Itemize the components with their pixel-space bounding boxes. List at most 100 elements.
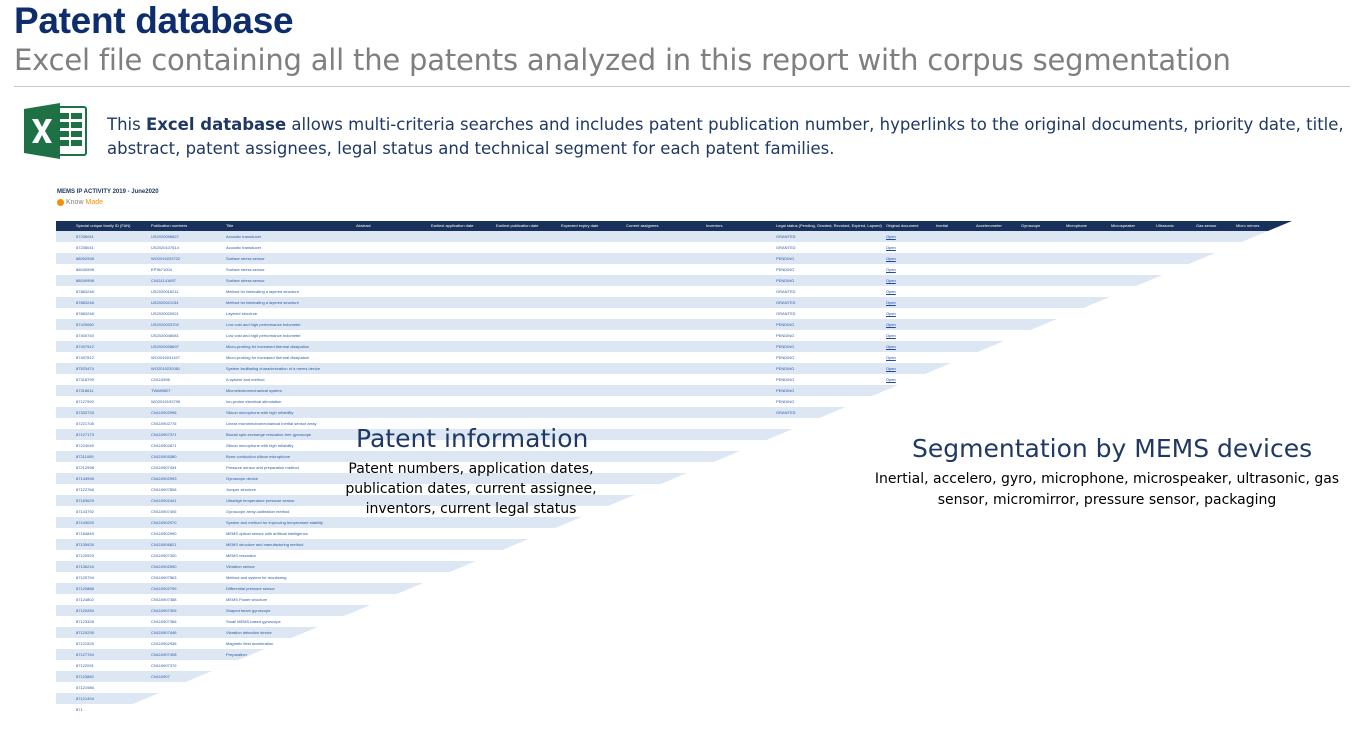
table-cell: Micro-probing for increased thermal diss…: [226, 344, 310, 349]
table-cell: 87120888: [76, 586, 94, 591]
table-cell: 87122091: [76, 663, 94, 668]
table-cell: 87400740: [76, 333, 94, 338]
original-document-link[interactable]: Open: [886, 289, 896, 294]
segmentation-title: Segmentation by MEMS devices: [912, 434, 1313, 463]
table-cell: 87883248: [76, 300, 94, 305]
table-row: 87429060 US2020033702 Low cost and high pe…: [56, 319, 1292, 330]
table-cell: Silicon microphone with high reliability: [226, 410, 294, 415]
table-cell: PENDING: [776, 399, 795, 404]
table-row: 87883248 US2020020921 Layered structure GRA…: [56, 308, 1292, 319]
table-cell: 87184849: [76, 531, 94, 536]
table-cell: CN110902871: [151, 443, 177, 448]
table-cell: CN110907406: [151, 509, 177, 514]
table-row: 87316611 TW689807 Microelectromechanical s…: [56, 385, 1292, 396]
table-cell: Vibration sensor: [226, 564, 255, 569]
table-row: 87236041 US2020096827 Acoustic transducer G…: [56, 231, 1292, 242]
table-cell: US2020107614: [151, 245, 179, 250]
table-cell: 87136216: [76, 564, 94, 569]
original-document-link[interactable]: Open: [886, 344, 896, 349]
table-cell: Linear microelectromechanical inertial s…: [226, 421, 317, 426]
table-cell: US2020021134: [151, 300, 179, 305]
table-cell: US2020048081: [151, 333, 179, 338]
table-cell: 87143025: [76, 520, 94, 525]
table-row: 87120794 CN110907563 Method and system for…: [56, 572, 1292, 583]
table-cell: Pressure sensor and preparation method: [226, 465, 299, 470]
table-row: 87122768 CN110907808 Jumper structure: [56, 484, 1292, 495]
table-cell: PENDING: [776, 388, 795, 393]
sheet-header-cell: Abstract: [356, 223, 371, 228]
original-document-link[interactable]: Open: [886, 311, 896, 316]
table-cell: Method and system for monitoring: [226, 575, 287, 580]
table-row: 87124802 CN110907388 MEMS Power structure: [56, 594, 1292, 605]
table-cell: CN110907: [151, 674, 170, 679]
original-document-link[interactable]: Open: [886, 234, 896, 239]
table-cell: A system and method: [226, 377, 265, 382]
table-cell: Surface stress sensor: [226, 256, 265, 261]
table-cell: Low cost and high performance bolometer: [226, 333, 301, 338]
table-cell: MEMS optical sensor with artificial inte…: [226, 531, 308, 536]
table-cell: CN110907371: [151, 432, 177, 437]
table-cell: CN110902441: [151, 498, 177, 503]
table-row: 87212998 CN110907434 Pressure sensor and p…: [56, 462, 1292, 473]
table-row: 87333733 CN110902998 Silicon microphone wi…: [56, 407, 1292, 418]
sheet-header-cell: Inventors: [706, 223, 723, 228]
table-row: 87184849 CN110902990 MEMS optical sensor w…: [56, 528, 1292, 539]
sheet-header-cell: Title: [226, 223, 234, 228]
original-document-link[interactable]: Open: [886, 322, 896, 327]
table-row: 87121986: [56, 682, 1292, 693]
table-cell: 87212998: [76, 465, 94, 470]
table-row: 87318799 CN110396 A system and method PENDI…: [56, 374, 1292, 385]
sheet-header-row: Special unique family ID (FAN) Publicatio…: [56, 221, 1292, 231]
sheet-header-cell: Current assignees: [626, 223, 659, 228]
table-cell: MEMS structure and manufacturing method: [226, 542, 304, 547]
table-cell: 87127764: [76, 652, 94, 657]
table-cell: 87211009: [76, 454, 94, 459]
table-cell: CN110902776: [151, 421, 177, 426]
table-cell: GRANTED: [776, 289, 796, 294]
table-cell: 87127992: [76, 399, 94, 404]
table-cell: Micro-probing for increased thermal diss…: [226, 355, 310, 360]
table-cell: CN110902993: [151, 476, 177, 481]
original-document-link[interactable]: Open: [886, 256, 896, 261]
table-cell: Surface stress sensor: [226, 267, 265, 272]
table-cell: PENDING: [776, 377, 795, 382]
table-cell: Shaped beam gyroscope: [226, 608, 271, 613]
original-document-link[interactable]: Open: [886, 366, 896, 371]
original-document-link[interactable]: Open: [886, 333, 896, 338]
table-cell: 87120295: [76, 630, 94, 635]
table-row: 87497512 US2020028697 Micro-probing for in…: [56, 341, 1292, 352]
table-cell: PENDING: [776, 333, 795, 338]
sheet-header-cell: Earliest application date: [431, 223, 474, 228]
table-row: 87400740 US2020048081 Low cost and high pe…: [56, 330, 1292, 341]
table-cell: 87121525: [76, 641, 94, 646]
table-cell: 87333733: [76, 410, 94, 415]
table-row: 87236041 US2020107614 Acoustic transducer G…: [56, 242, 1292, 253]
table-cell: Vibration detection device: [226, 630, 272, 635]
original-document-link[interactable]: Open: [886, 245, 896, 250]
table-cell: GRANTED: [776, 300, 796, 305]
original-document-link[interactable]: Open: [886, 267, 896, 272]
table-cell: Preparation: [226, 652, 247, 657]
original-document-link[interactable]: Open: [886, 377, 896, 382]
divider: [14, 86, 1350, 87]
original-document-link[interactable]: Open: [886, 300, 896, 305]
table-cell: 88040998: [76, 267, 94, 272]
patent-info-title: Patent information: [356, 424, 589, 453]
table-cell: CN110902590: [151, 564, 177, 569]
table-cell: WO2019193795: [151, 399, 181, 404]
spreadsheet-preview: Special unique family ID (FAN) Publicatio…: [56, 221, 1292, 736]
table-cell: 87121986: [76, 685, 94, 690]
table-cell: Differential pressure sensor: [226, 586, 275, 591]
intro-text: This Excel database allows multi-criteri…: [107, 115, 1344, 158]
table-cell: 88052998: [76, 256, 94, 261]
table-cell: 87497512: [76, 355, 94, 360]
table-row: 87121525 CN110902936 Magnetic field accele…: [56, 638, 1292, 649]
table-cell: Method for fabricating a layered structu…: [226, 289, 299, 294]
table-row: 88052998 WO2019229722 Surface stress senso…: [56, 253, 1292, 264]
original-document-link[interactable]: Open: [886, 355, 896, 360]
table-cell: CN110907563: [151, 575, 177, 580]
sheet-header-cell: Microspeaker: [1111, 223, 1136, 228]
table-cell: 87221708: [76, 421, 94, 426]
original-document-link[interactable]: Open: [886, 278, 896, 283]
table-cell: CN110907408: [151, 652, 177, 657]
